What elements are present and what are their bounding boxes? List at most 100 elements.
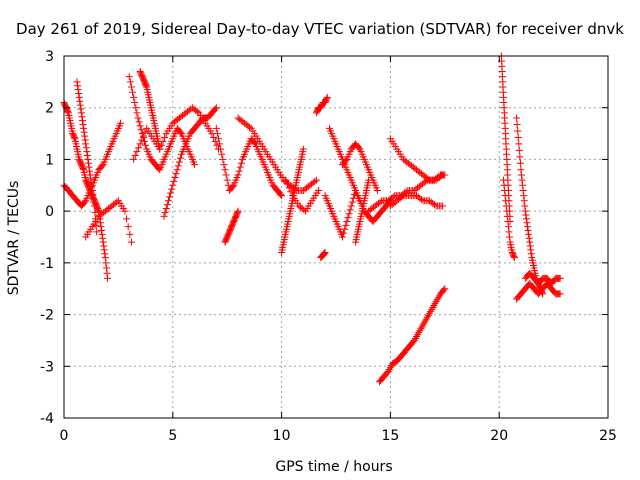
- data-point: [234, 208, 242, 216]
- data-series: [376, 285, 449, 386]
- data-point: [102, 264, 110, 272]
- data-point: [522, 215, 530, 223]
- data-point: [121, 207, 129, 215]
- data-point: [285, 184, 293, 192]
- data-point: [141, 128, 149, 136]
- data-point: [73, 78, 81, 86]
- data-point: [223, 176, 231, 184]
- data-point: [80, 128, 88, 136]
- axes-layer: 0 5 10 15 20 25 -4 -3 -2 -1 0 1 2 3: [40, 49, 617, 444]
- data-point: [87, 179, 95, 187]
- data-point: [76, 101, 84, 109]
- data-point: [520, 192, 528, 200]
- data-point: [518, 171, 526, 179]
- data-point: [524, 227, 532, 235]
- data-point: [341, 225, 349, 233]
- data-point: [131, 152, 139, 160]
- data-point: [417, 196, 425, 204]
- data-point: [137, 126, 145, 134]
- data-point: [78, 117, 86, 125]
- y-tick-label: -1: [40, 256, 54, 272]
- data-point: [216, 140, 224, 148]
- data-point: [510, 254, 518, 262]
- data-point: [219, 155, 227, 163]
- data-point: [389, 193, 397, 201]
- data-point: [525, 234, 533, 242]
- data-point: [365, 176, 373, 184]
- data-point: [113, 198, 121, 206]
- data-series: [312, 93, 331, 117]
- data-point: [162, 205, 170, 213]
- x-tick-label: 20: [490, 428, 508, 444]
- data-point: [102, 259, 110, 267]
- data-point: [136, 140, 144, 148]
- data-point: [80, 124, 88, 132]
- data-point: [171, 174, 179, 182]
- data-point: [299, 145, 307, 153]
- data-series: [282, 176, 323, 215]
- data-point: [76, 97, 84, 105]
- data-point: [355, 144, 363, 152]
- data-point: [77, 109, 85, 117]
- y-tick-label: -4: [40, 411, 54, 427]
- data-point: [519, 186, 527, 194]
- data-series: [73, 78, 101, 236]
- data-point: [84, 155, 92, 163]
- data-point: [86, 171, 94, 179]
- data-point: [340, 229, 348, 237]
- data-point: [518, 176, 526, 184]
- data-point: [514, 133, 522, 141]
- data-point: [191, 161, 199, 169]
- data-point: [64, 108, 72, 116]
- data-point: [90, 198, 98, 206]
- data-point: [79, 164, 87, 172]
- data-point: [346, 206, 354, 214]
- data-point: [502, 197, 510, 205]
- data-point: [237, 159, 245, 167]
- data-point: [142, 141, 150, 149]
- data-point: [344, 214, 352, 222]
- y-tick-label: 1: [45, 152, 54, 168]
- data-point: [101, 250, 109, 258]
- data-series: [82, 197, 135, 246]
- data-series: [321, 186, 394, 241]
- data-point: [83, 148, 91, 156]
- data-point: [81, 198, 89, 206]
- data-point: [210, 133, 218, 141]
- data-point: [500, 181, 508, 189]
- data-point: [441, 285, 449, 293]
- data-point: [515, 146, 523, 154]
- data-point: [75, 89, 83, 97]
- x-tick-label: 0: [60, 428, 69, 444]
- data-point: [123, 215, 131, 223]
- data-point: [277, 190, 285, 198]
- data-point: [98, 162, 106, 170]
- data-point: [163, 201, 171, 209]
- data-point: [79, 121, 87, 129]
- data-point: [217, 145, 225, 153]
- data-series: [352, 176, 373, 246]
- data-point: [134, 114, 142, 122]
- data-point: [527, 250, 535, 258]
- data-point: [348, 198, 356, 206]
- data-point: [193, 108, 201, 116]
- data-point: [104, 274, 112, 282]
- data-point: [339, 233, 347, 241]
- data-point: [323, 95, 331, 103]
- data-point: [526, 238, 534, 246]
- data-series: [278, 145, 307, 257]
- data-point: [315, 186, 323, 194]
- data-point: [166, 193, 174, 201]
- data-series: [221, 207, 242, 246]
- data-point: [164, 197, 172, 205]
- data-point: [174, 162, 182, 170]
- data-point: [139, 132, 147, 140]
- data-point: [398, 193, 406, 201]
- data-point: [124, 223, 132, 231]
- y-tick-label: 2: [45, 101, 54, 117]
- data-point: [437, 172, 445, 180]
- data-point: [130, 93, 138, 101]
- data-point: [91, 208, 99, 216]
- data-point: [101, 254, 109, 262]
